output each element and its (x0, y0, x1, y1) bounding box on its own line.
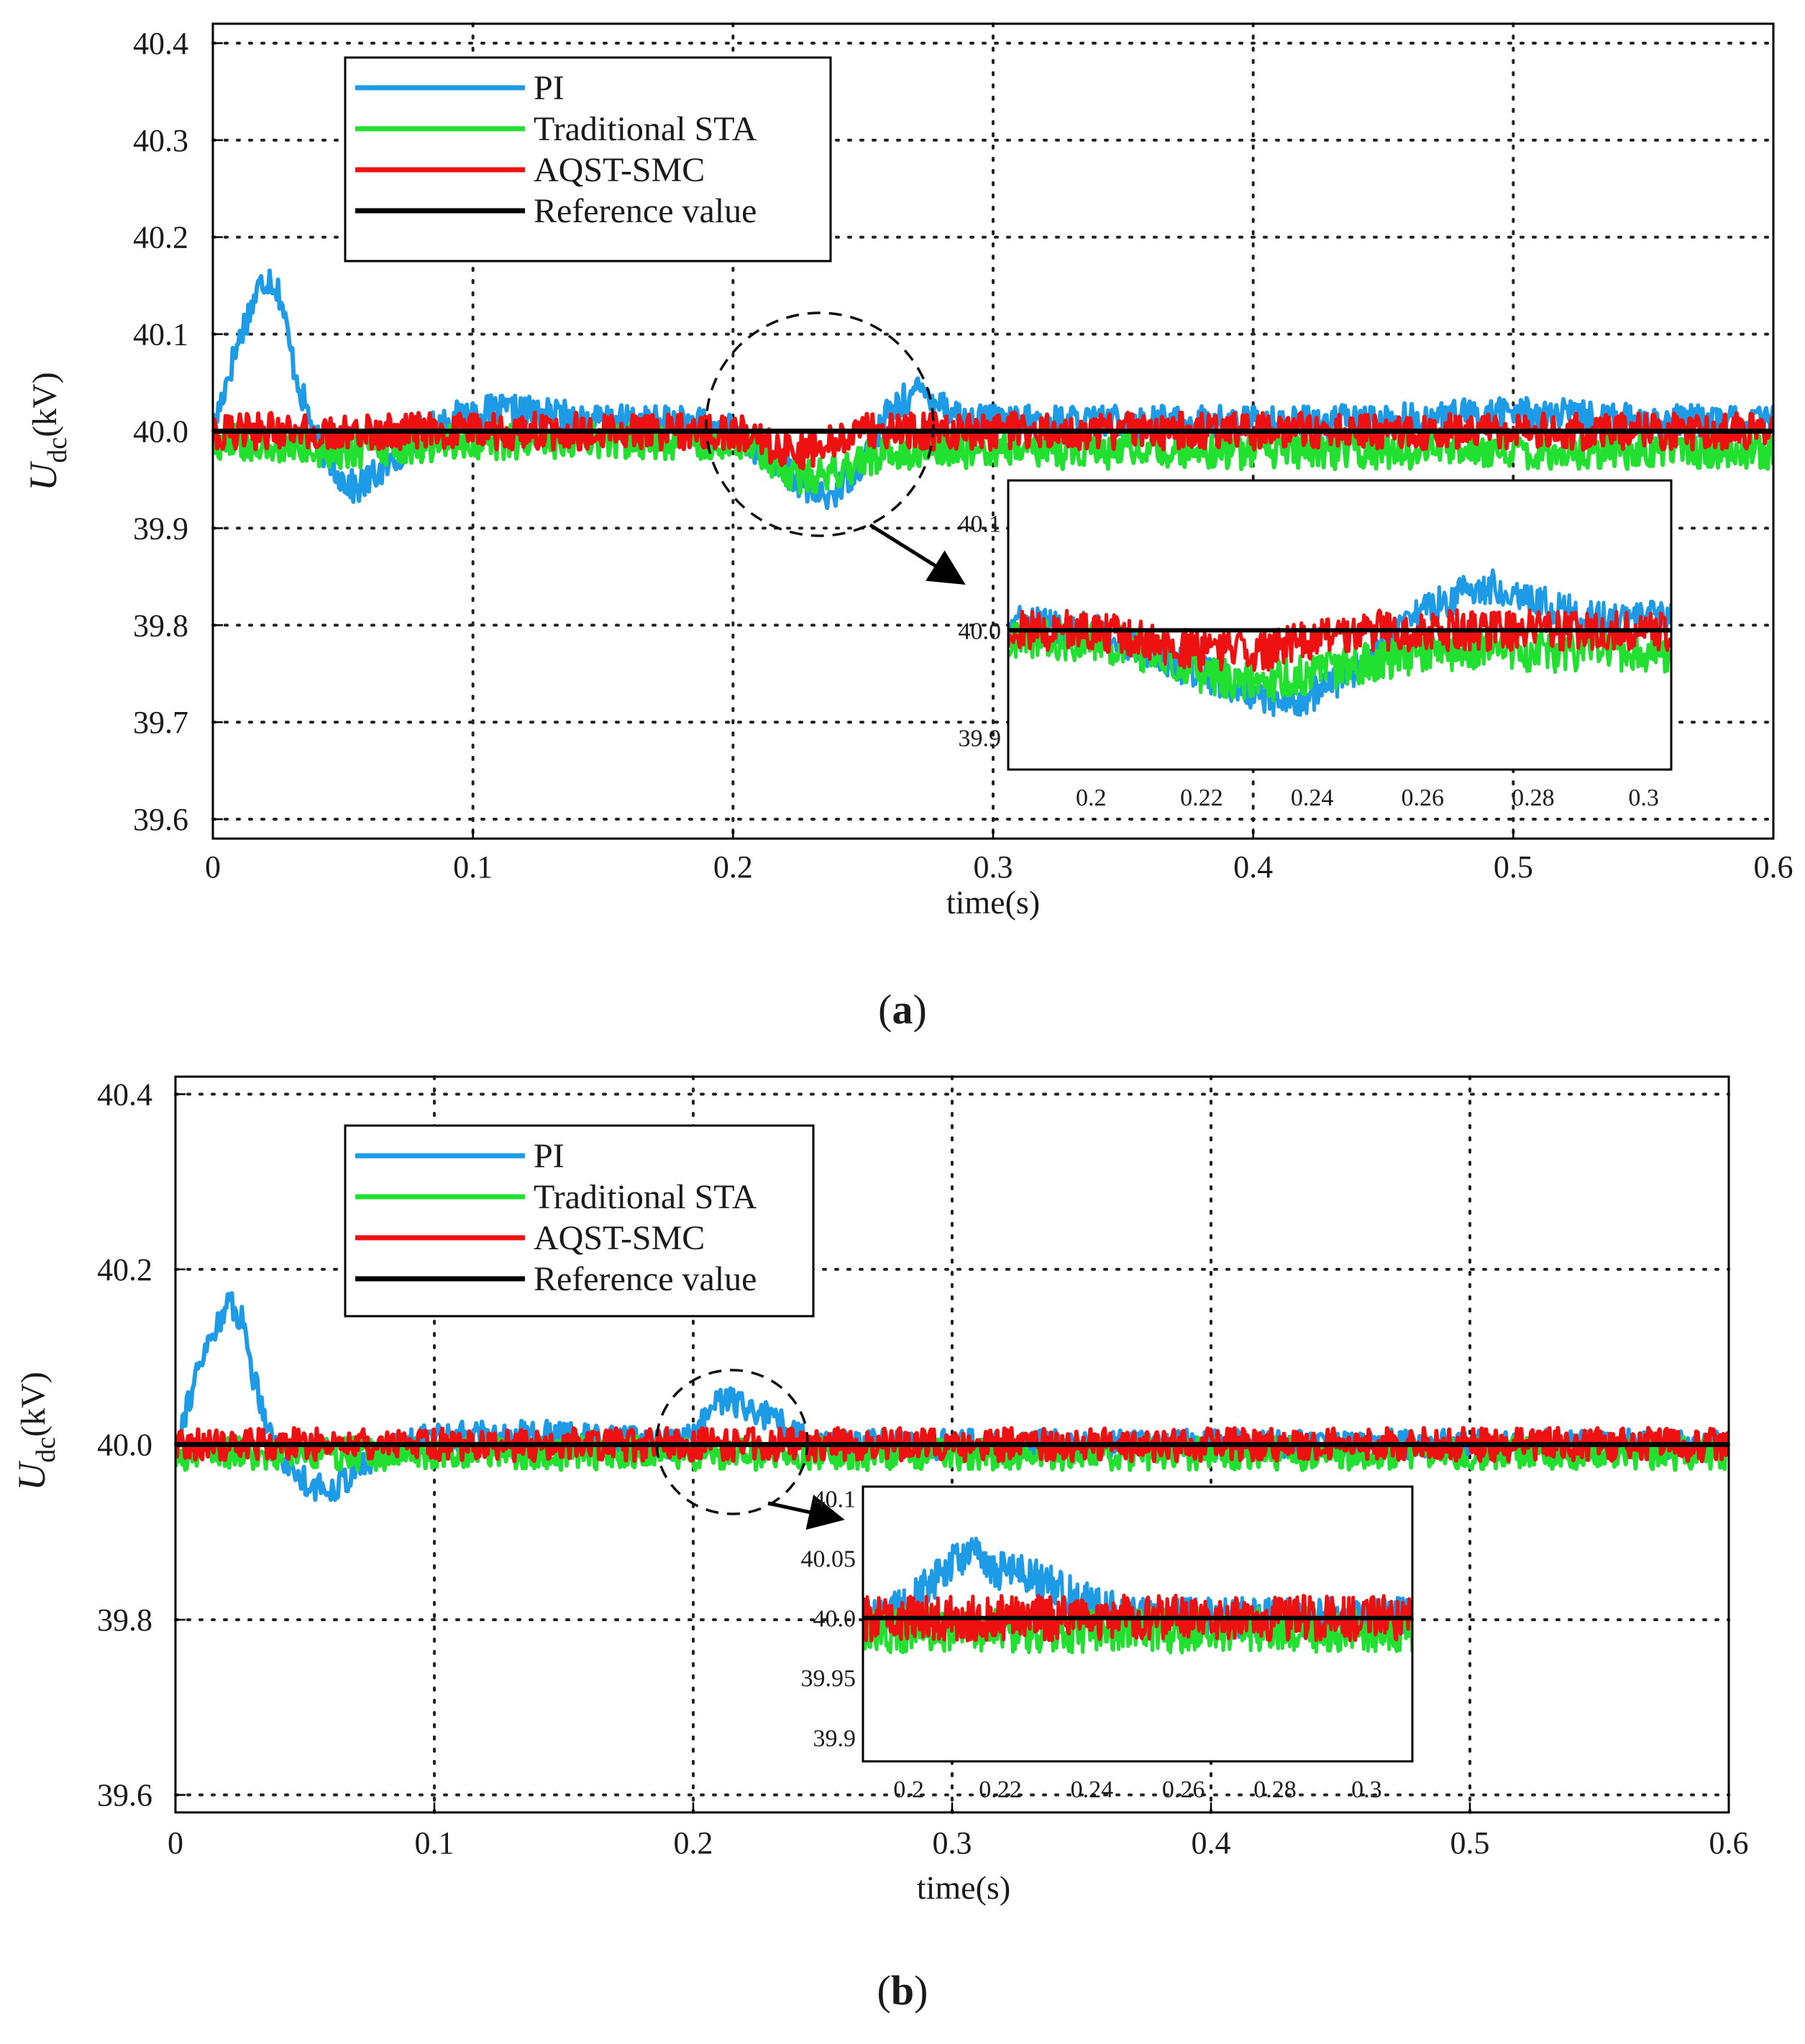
y-tick-label: 39.6 (133, 802, 188, 837)
inset-x-tick-label: 0.22 (979, 1776, 1022, 1803)
x-tick-label: 0.3 (974, 849, 1013, 885)
plot-frame (211, 22, 1775, 840)
inset-series-group (863, 1536, 1412, 1655)
legend-label: PI (534, 69, 565, 107)
inset-frame (862, 1485, 1414, 1763)
caption-close-paren: ) (914, 1967, 928, 2014)
inset-y-tick-label: 40.05 (801, 1546, 856, 1573)
y-axis-label: Udc(kV) (10, 1372, 61, 1491)
x-tick-label: 0.1 (415, 1825, 454, 1861)
y-axis-label-main: U (10, 1461, 53, 1491)
y-tick-label: 39.9 (133, 511, 188, 546)
y-axis-label-subscript: dc (31, 1437, 61, 1463)
caption-letter: a (892, 986, 913, 1033)
x-tick-label: 0.6 (1709, 1825, 1749, 1861)
y-axis-label: Udc(kV) (22, 372, 73, 491)
legend-box (344, 56, 832, 263)
x-tick-label: 0.6 (1754, 849, 1793, 885)
x-tick-label: 0.2 (674, 1825, 713, 1861)
x-tick-label: 0 (168, 1825, 183, 1861)
x-tick-label: 0.1 (453, 849, 493, 885)
y-tick-label: 40.0 (97, 1428, 152, 1463)
y-tick-label: 40.0 (133, 414, 188, 450)
legend-label: AQST-SMC (534, 1219, 705, 1257)
x-tick-label: 0.4 (1192, 1825, 1231, 1861)
y-tick-label: 40.4 (133, 26, 188, 61)
caption-open-paren: ( (877, 1967, 891, 2014)
legend-label: Reference value (534, 1260, 757, 1298)
inset-x-tick-label: 0.26 (1162, 1776, 1205, 1803)
y-tick-label: 39.7 (133, 705, 188, 740)
y-tick-label: 39.8 (133, 608, 188, 643)
inset-y-tick-label: 39.95 (801, 1666, 856, 1692)
inset-x-tick-label: 0.2 (1076, 785, 1107, 811)
inset-frame (1007, 479, 1673, 771)
series-group (175, 1291, 1729, 1502)
zoom-region-ellipse (655, 1369, 809, 1515)
inset-x-tick-label: 0.28 (1253, 1776, 1297, 1803)
inset-x-tick-label: 0.3 (1628, 785, 1659, 811)
panel-a: 0 0.1 0.2 0.3 0.4 0.5 0.6 39.6 39.7 39.8 39.9 40.0 4… (22, 22, 1793, 1033)
y-tick-label: 39.8 (97, 1602, 152, 1638)
x-axis-label: time(s) (946, 884, 1040, 921)
inset-x-tick-label: 0.24 (1071, 1776, 1114, 1803)
x-tick-label: 0.5 (1494, 849, 1533, 885)
caption-close-paren: ) (913, 986, 927, 1033)
caption-open-paren: ( (878, 986, 892, 1033)
y-tick-label: 40.1 (133, 317, 188, 352)
panel-b: 0 0.1 0.2 0.3 0.4 0.5 0.6 39.6 39.8 40.0 40.2 40.4 0… (10, 1075, 1749, 2014)
inset-series-group (1008, 568, 1671, 718)
y-tick-label: 40.4 (97, 1077, 152, 1112)
legend-label: AQST-SMC (534, 151, 705, 189)
legend-label: Reference value (534, 192, 757, 230)
inset-x-tick-label: 0.28 (1512, 785, 1555, 811)
series-line-traditional-sta (213, 421, 1773, 496)
series-group (213, 268, 1773, 511)
panel-caption: (b) (877, 1967, 928, 2014)
x-tick-label: 0.4 (1233, 849, 1273, 885)
y-axis-label-subscript: dc (42, 437, 73, 463)
inset-y-tick-label: 39.9 (813, 1725, 856, 1752)
inset-series-line-aqst-smc (1008, 608, 1671, 672)
legend-label: Traditional STA (534, 110, 757, 148)
y-axis-label-unit: (kV) (14, 1372, 52, 1437)
inset-x-tick-label: 0.3 (1351, 1776, 1382, 1803)
y-tick-label: 40.2 (97, 1252, 152, 1287)
inset-y-tick-label: 39.9 (959, 725, 1002, 752)
inset-x-tick-label: 0.22 (1180, 785, 1223, 811)
zoom-arrow (869, 523, 966, 585)
x-tick-label: 0 (205, 849, 221, 885)
inset-y-tick-label: 40.0 (959, 618, 1002, 644)
inset-y-tick-label: 40.1 (813, 1487, 856, 1513)
y-tick-label: 39.6 (97, 1778, 152, 1813)
caption-letter: b (891, 1967, 914, 2014)
legend-label: Traditional STA (534, 1178, 757, 1216)
y-tick-label: 40.2 (133, 220, 188, 255)
legend-label: PI (534, 1137, 565, 1175)
inset-y-tick-label: 40.1 (959, 511, 1002, 538)
x-tick-label: 0.5 (1450, 1825, 1490, 1861)
x-tick-label: 0.3 (933, 1825, 972, 1861)
zoom-arrow (767, 1495, 845, 1530)
inset-x-tick-label: 0.26 (1402, 785, 1445, 811)
inset-x-tick-label: 0.24 (1291, 785, 1334, 811)
y-axis-label-unit: (kV) (26, 372, 64, 437)
plot-frame (174, 1075, 1730, 1814)
y-tick-label: 40.3 (133, 123, 188, 158)
zoom-region-ellipse (705, 311, 935, 537)
inset-y-tick-label: 40.0 (813, 1606, 856, 1633)
x-axis-label: time(s) (917, 1869, 1010, 1906)
panel-caption: (a) (878, 986, 927, 1033)
y-axis-label-main: U (22, 461, 65, 491)
inset-x-tick-label: 0.2 (893, 1776, 924, 1803)
x-tick-label: 0.2 (713, 849, 753, 885)
